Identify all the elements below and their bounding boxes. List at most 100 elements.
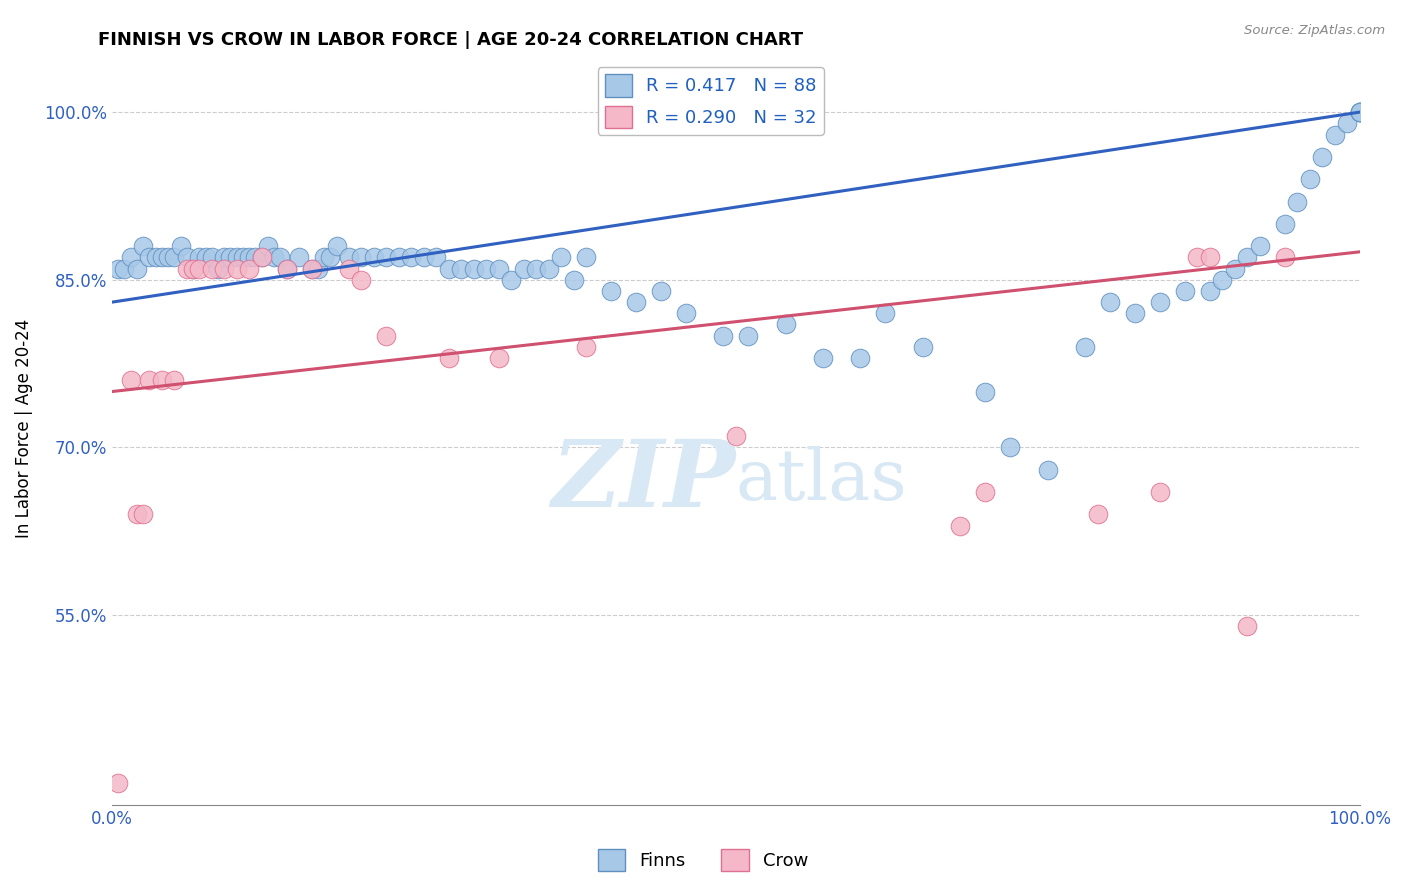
Point (107, 775, 129, 789)
Point (475, 261, 498, 276)
Point (463, 261, 485, 276)
Point (120, 251, 142, 265)
Point (219, 251, 242, 265)
Point (575, 251, 598, 265)
Point (737, 328, 759, 343)
Point (125, 508, 148, 522)
Point (388, 251, 411, 265)
Point (1274, 251, 1296, 265)
Point (107, 261, 129, 276)
Point (194, 251, 217, 265)
Point (1348, 105, 1371, 120)
Point (337, 251, 360, 265)
Point (775, 318, 797, 332)
Point (488, 261, 510, 276)
Point (150, 373, 173, 387)
Point (512, 261, 534, 276)
Point (675, 306, 697, 320)
Point (437, 261, 460, 276)
Point (437, 351, 460, 365)
Point (600, 284, 623, 298)
Point (337, 261, 360, 276)
Point (562, 273, 585, 287)
Point (301, 261, 323, 276)
Point (138, 373, 160, 387)
Point (450, 261, 472, 276)
Point (1036, 463, 1059, 477)
Point (537, 261, 560, 276)
Point (1249, 239, 1271, 253)
Point (350, 251, 373, 265)
Point (201, 251, 224, 265)
Point (312, 251, 335, 265)
Y-axis label: In Labor Force | Age 20-24: In Labor Force | Age 20-24 (15, 318, 32, 538)
Point (1149, 295, 1171, 310)
Point (375, 251, 398, 265)
Point (1286, 194, 1309, 209)
Point (288, 251, 311, 265)
Point (212, 251, 235, 265)
Point (269, 251, 291, 265)
Point (1087, 508, 1109, 522)
Text: FINNISH VS CROW IN LABOR FORCE | AGE 20-24 CORRELATION CHART: FINNISH VS CROW IN LABOR FORCE | AGE 20-… (98, 31, 804, 49)
Point (711, 328, 734, 343)
Point (188, 261, 211, 276)
Point (1298, 172, 1320, 186)
Point (998, 441, 1021, 455)
Point (163, 251, 186, 265)
Point (1223, 261, 1246, 276)
Point (212, 261, 235, 276)
Point (181, 261, 204, 276)
Point (1174, 284, 1197, 298)
Point (375, 328, 398, 343)
Point (425, 251, 447, 265)
Point (1198, 284, 1220, 298)
Point (1310, 150, 1333, 164)
Point (201, 261, 224, 276)
Point (176, 251, 198, 265)
Point (120, 373, 142, 387)
Point (138, 251, 160, 265)
Point (188, 251, 211, 265)
Point (575, 340, 598, 354)
Point (225, 251, 247, 265)
Point (163, 373, 186, 387)
Point (650, 284, 672, 298)
Point (132, 239, 155, 253)
Point (724, 429, 747, 443)
Point (169, 239, 191, 253)
Point (488, 351, 510, 365)
Legend: Finns, Crow: Finns, Crow (591, 842, 815, 879)
Point (974, 485, 997, 500)
Point (911, 340, 934, 354)
Point (150, 251, 173, 265)
Point (232, 251, 254, 265)
Point (1323, 128, 1346, 142)
Point (1098, 295, 1121, 310)
Point (1236, 251, 1258, 265)
Point (125, 261, 148, 276)
Point (250, 251, 273, 265)
Text: atlas: atlas (735, 446, 907, 516)
Point (1211, 273, 1233, 287)
Point (1274, 217, 1296, 231)
Point (301, 261, 323, 276)
Text: Source: ZipAtlas.com: Source: ZipAtlas.com (1244, 24, 1385, 37)
Text: ZIP: ZIP (551, 435, 735, 525)
Point (412, 251, 434, 265)
Point (550, 251, 572, 265)
Point (250, 251, 273, 265)
Point (1236, 619, 1258, 633)
Point (132, 508, 155, 522)
Point (1149, 485, 1171, 500)
Point (257, 239, 280, 253)
Point (350, 273, 373, 287)
Point (157, 251, 180, 265)
Point (875, 306, 897, 320)
Point (401, 251, 423, 265)
Point (974, 384, 997, 399)
Point (363, 251, 385, 265)
Point (1348, 105, 1371, 120)
Point (949, 518, 972, 533)
Point (319, 251, 342, 265)
